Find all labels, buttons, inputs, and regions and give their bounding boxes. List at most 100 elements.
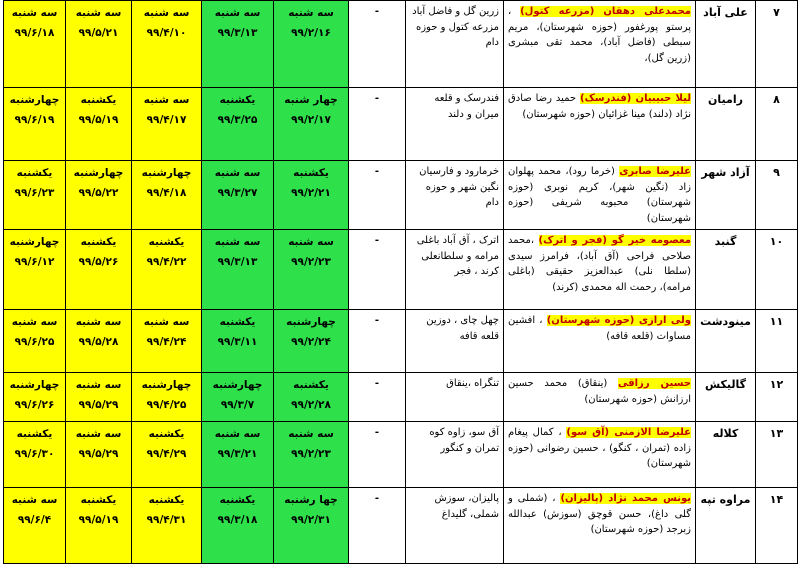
- dash: -: [348, 487, 406, 564]
- weekday: یکشنبه: [148, 494, 185, 506]
- date: ۹۹/۵/۲۹: [78, 398, 119, 411]
- weekday: چها رشنبه: [284, 494, 338, 506]
- table-body: ۷ علی آباد محمدعلی دهقان (مزرعه کتول) ، پر…: [3, 0, 798, 564]
- weekday: سه شنبه: [11, 494, 58, 506]
- date: ۹۹/۳/۱۳: [217, 255, 258, 268]
- weekday: یکشنبه: [16, 167, 53, 179]
- row-number: ۹: [755, 160, 798, 230]
- table-row: ۱۴ مراوه تپه یونس محمد نژاد (پالیزان) ، (ش…: [3, 487, 798, 564]
- date: ۹۹/۶/۲۵: [14, 335, 55, 348]
- weekday: سه شنبه: [75, 7, 122, 19]
- date-cell: یکشنبه ۹۹/۶/۲۳: [3, 160, 66, 230]
- highlighted-name: ولی ارازی (حوزه شهرستان): [546, 315, 691, 326]
- villages: خرمارود و فارسیان نگین شهر و حوزه دام: [405, 160, 504, 230]
- weekday: سه شنبه: [288, 236, 334, 248]
- weekday: یکشنبه: [293, 379, 329, 391]
- weekday: سه شنبه: [288, 7, 334, 19]
- date-cell: چها رشنبه ۹۹/۲/۳۱: [273, 487, 349, 564]
- date: ۹۹/۶/۱۸: [14, 26, 55, 39]
- weekday: یکشنبه: [80, 94, 117, 106]
- date-cell: سه شنبه ۹۹/۲/۲۳: [273, 421, 349, 488]
- highlighted-name: علیرضا صابری: [619, 166, 691, 177]
- date-cell: سه شنبه ۹۹/۶/۲۵: [3, 309, 66, 373]
- date-cell: چهارشنبه ۹۹/۶/۲۶: [3, 372, 66, 422]
- date: ۹۹/۴/۲۹: [146, 447, 187, 460]
- date-cell: سه شنبه ۹۹/۳/۱۳: [201, 0, 274, 88]
- row-number: ۱۴: [755, 487, 798, 564]
- date-cell: یکشنبه ۹۹/۳/۱۱: [201, 309, 274, 373]
- villages: فندرسک و قلعه میران و دلند: [405, 87, 504, 161]
- dash: -: [348, 87, 406, 161]
- date-cell: سه شنبه ۹۹/۳/۲۱: [201, 421, 274, 488]
- other-names: ، پرستو پورغفور (حوزه شهرستان)، مریم سبط…: [508, 6, 691, 64]
- table-row: ۱۳ کلاله علیرضا الازمنی (آق سو) ، کمال پیغ…: [3, 421, 798, 488]
- row-number: ۱۲: [755, 372, 798, 422]
- villages: زرین گل و فاضل آباد مزرعه کتول و حوزه دا…: [405, 0, 504, 88]
- date: ۹۹/۵/۲۹: [78, 447, 119, 460]
- weekday: چهارشنبه: [141, 167, 192, 179]
- villages: پالیزان، سوزش شملی، گلیداغ: [405, 487, 504, 564]
- date: ۹۹/۳/۲۷: [217, 186, 258, 199]
- other-names: ، (شملی و گلی داغ)، حسن قوچق (سوزش) عبدا…: [508, 493, 691, 535]
- date: ۹۹/۴/۱۸: [146, 186, 187, 199]
- weekday: سه شنبه: [143, 7, 190, 19]
- weekday: سه شنبه: [11, 316, 58, 328]
- weekday: سه شنبه: [288, 428, 334, 440]
- date: ۹۹/۲/۱۷: [291, 113, 331, 126]
- other-names: (خرما رود)، محمد پهلوان زاد (نگین شهر)، …: [508, 166, 691, 224]
- weekday: یکشنبه: [80, 494, 117, 506]
- date: ۹۹/۲/۲۱: [291, 186, 331, 199]
- dash: -: [348, 421, 406, 488]
- villages: چهل چای ، دوزین قلعه قافه: [405, 309, 504, 373]
- weekday: سه شنبه: [75, 379, 122, 391]
- date-cell: یکشنبه ۹۹/۳/۲۵: [201, 87, 274, 161]
- dash: -: [348, 229, 406, 310]
- weekday: چهارشنبه: [9, 94, 60, 106]
- date-cell: یکشنبه ۹۹/۲/۲۸: [273, 372, 349, 422]
- city: کلاله: [695, 421, 756, 488]
- date: ۹۹/۶/۱۹: [14, 113, 55, 126]
- other-names: ، افشین مساوات (قلعه قافه): [508, 315, 691, 342]
- date-cell: سه شنبه ۹۹/۶/۴: [3, 487, 66, 564]
- weekday: سه شنبه: [214, 428, 261, 440]
- weekday: سه شنبه: [143, 94, 190, 106]
- weekday: یکشنبه: [148, 428, 185, 440]
- names: ولی ارازی (حوزه شهرستان) ، افشین مساوات …: [503, 309, 696, 373]
- weekday: چهارشنبه: [141, 379, 192, 391]
- city: رامیان: [695, 87, 756, 161]
- highlighted-name: معصومه خیر گو (فجر و اترک): [538, 235, 691, 246]
- date: ۹۹/۴/۱۰: [146, 26, 187, 39]
- city: گنبد: [695, 229, 756, 310]
- date: ۹۹/۶/۲۳: [14, 186, 55, 199]
- date: ۹۹/۵/۲۱: [78, 26, 119, 39]
- date-cell: یکشنبه ۹۹/۵/۱۹: [65, 87, 132, 161]
- date: ۹۹/۴/۲۵: [146, 398, 187, 411]
- date-cell: سه شنبه ۹۹/۴/۱۷: [131, 87, 202, 161]
- date-cell: یکشنبه ۹۹/۳/۱۸: [201, 487, 274, 564]
- date-cell: چهارشنبه ۹۹/۶/۱۲: [3, 229, 66, 310]
- date: ۹۹/۵/۲۸: [78, 335, 119, 348]
- names: یونس محمد نژاد (پالیزان) ، (شملی و گلی د…: [503, 487, 696, 564]
- table-row: ۱۰ گنبد معصومه خیر گو (فجر و اترک) ،محمد ص…: [3, 229, 798, 310]
- date: ۹۹/۶/۲۶: [14, 398, 55, 411]
- city: آزاد شهر: [695, 160, 756, 230]
- dash: -: [348, 160, 406, 230]
- date-cell: یکشنبه ۹۹/۴/۳۱: [131, 487, 202, 564]
- date-cell: چهارشنبه ۹۹/۴/۱۸: [131, 160, 202, 230]
- row-number: ۸: [755, 87, 798, 161]
- date-cell: یکشنبه ۹۹/۴/۲۹: [131, 421, 202, 488]
- highlighted-name: علیرضا الازمنی (آق سو): [566, 427, 691, 438]
- date: ۹۹/۳/۱۱: [217, 335, 258, 348]
- date: ۹۹/۵/۱۹: [78, 513, 119, 526]
- highlighted-name: یونس محمد نژاد (پالیزان): [560, 493, 691, 504]
- weekday: چهارشنبه: [286, 316, 336, 328]
- date-cell: سه شنبه ۹۹/۵/۲۹: [65, 421, 132, 488]
- highlighted-name: محمدعلی دهقان (مزرعه کتول): [520, 6, 691, 17]
- date-cell: سه شنبه ۹۹/۴/۲۴: [131, 309, 202, 373]
- names: علیرضا صابری (خرما رود)، محمد پهلوان زاد…: [503, 160, 696, 230]
- weekday: سه شنبه: [75, 428, 122, 440]
- date: ۹۹/۲/۳۱: [291, 513, 331, 526]
- date: ۹۹/۴/۱۷: [146, 113, 187, 126]
- weekday: چهارشنبه: [9, 379, 60, 391]
